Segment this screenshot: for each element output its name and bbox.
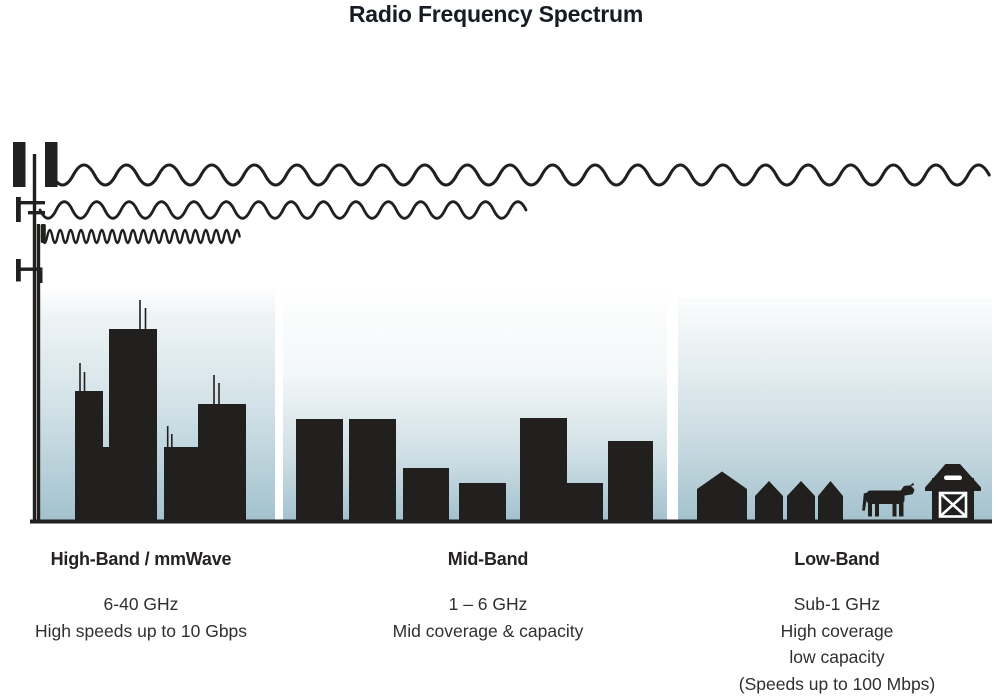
house-icon [755, 481, 783, 520]
high-band-frequency: 6-40 GHz [103, 594, 179, 614]
low-band-description: low capacity [789, 647, 885, 667]
tower-pole [32, 154, 37, 521]
cow-icon [862, 482, 915, 517]
building [459, 483, 506, 520]
high-band-heading: High-Band / mmWave [50, 549, 232, 569]
high-band-description: High speeds up to 10 Gbps [34, 620, 248, 641]
building [296, 419, 343, 520]
radio-waves [38, 163, 991, 245]
barn-icon [925, 464, 981, 520]
barn-loft-window [944, 475, 962, 480]
city-skyscrapers-icon [75, 300, 246, 520]
cell-tower-icon [13, 142, 58, 521]
building [567, 483, 603, 520]
building [164, 447, 198, 520]
midrise-buildings-icon [296, 418, 653, 520]
short-wavelength-wave [40, 228, 241, 245]
low-band-heading: Low-Band [794, 549, 880, 569]
low-band-speed-note: (Speeds up to 100 Mbps) [738, 673, 936, 694]
tower-panel-right [45, 142, 58, 187]
tower-panel-left [13, 142, 26, 187]
tower-antenna [16, 259, 21, 282]
rooftop-antennas [79, 300, 220, 448]
building [109, 329, 157, 520]
mid-band-heading: Mid-Band [447, 549, 529, 569]
tower-antenna [40, 224, 46, 243]
medium-wavelength-wave [38, 200, 528, 220]
mid-band-description: Mid coverage & capacity [392, 620, 584, 641]
building [608, 441, 653, 520]
mid-band-sky-block [283, 288, 667, 520]
low-band-label-group: Low-Band Sub-1 GHz High coverage low cap… [739, 549, 936, 697]
building [349, 419, 396, 520]
barn-door [938, 491, 968, 518]
diagram-title: Radio Frequency Spectrum [348, 1, 644, 27]
building [75, 391, 103, 520]
low-band-frequency: Sub-1 GHz [793, 594, 881, 614]
tower-antenna [38, 271, 43, 283]
house-icon [787, 481, 815, 520]
house-icon [818, 481, 843, 520]
long-wavelength-wave [50, 163, 991, 187]
building [103, 447, 109, 520]
tower-crossbar [28, 211, 45, 215]
building [520, 418, 567, 520]
tower-pole-leg [36, 224, 41, 521]
mid-band-label-group: Mid-Band 1 – 6 GHz Mid coverage & capaci… [393, 549, 584, 644]
rural-scene [697, 464, 981, 520]
mid-band-frequency: 1 – 6 GHz [448, 594, 528, 614]
low-band-description: High coverage [780, 620, 894, 641]
building [403, 468, 449, 520]
ground-line [30, 519, 992, 524]
high-band-label-group: High-Band / mmWave 6-40 GHz High speeds … [35, 549, 247, 644]
house-icon [697, 471, 747, 520]
tower-crossbar [16, 267, 43, 271]
building [198, 404, 246, 520]
tower-crossbar [17, 201, 45, 205]
tower-antenna [16, 197, 21, 222]
